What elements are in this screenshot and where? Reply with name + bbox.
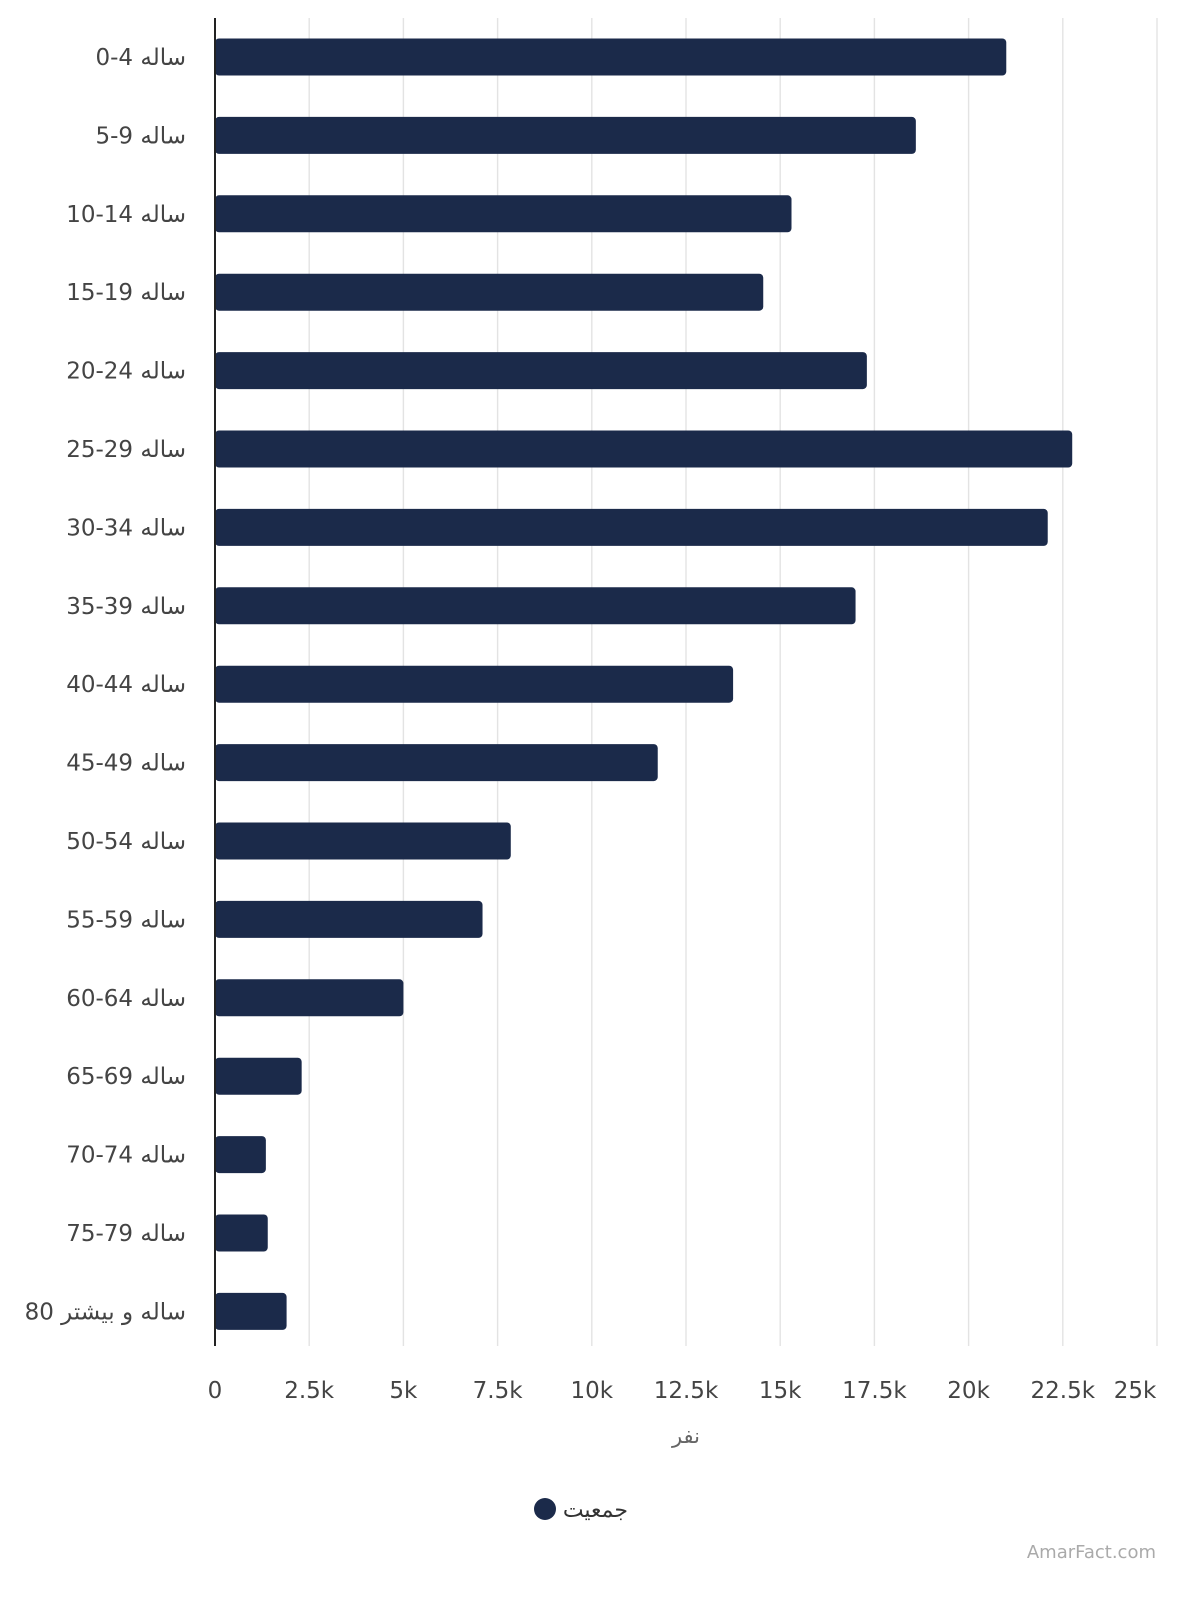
category-label: 5-9 ساله: [95, 123, 186, 149]
category-label: 65-69 ساله: [66, 1064, 186, 1090]
x-tick-label: 7.5k: [473, 1378, 524, 1404]
legend-marker: [534, 1498, 556, 1520]
bar[interactable]: [215, 665, 734, 703]
x-tick-label: 12.5k: [654, 1378, 719, 1404]
bar[interactable]: [215, 508, 1048, 546]
category-label: 60-64 ساله: [66, 986, 186, 1012]
watermark: AmarFact.com: [1027, 1542, 1156, 1563]
x-tick-label: 20k: [947, 1378, 990, 1404]
category-label: 10-14 ساله: [66, 202, 186, 228]
category-label: 30-34 ساله: [66, 515, 186, 541]
category-label: 70-74 ساله: [66, 1143, 186, 1169]
x-tick-label: 25k: [1114, 1378, 1157, 1404]
bar[interactable]: [215, 979, 404, 1017]
x-tick-label: 22.5k: [1031, 1378, 1096, 1404]
bar[interactable]: [215, 900, 483, 938]
category-label: 35-39 ساله: [66, 594, 186, 620]
bar[interactable]: [215, 1136, 266, 1174]
bar[interactable]: [215, 430, 1073, 468]
bars: [215, 38, 1073, 1330]
x-tick-label: 0: [208, 1378, 223, 1404]
bar[interactable]: [215, 116, 916, 154]
category-label: 20-24 ساله: [66, 359, 186, 385]
bar[interactable]: [215, 273, 764, 311]
x-tick-label: 2.5k: [284, 1378, 335, 1404]
bar[interactable]: [215, 1292, 287, 1330]
bar[interactable]: [215, 1214, 268, 1252]
x-tick-label: 15k: [759, 1378, 802, 1404]
category-labels: 0-4 ساله 5-9 ساله 10-14 ساله 15-19 ساله 20-2…: [25, 45, 186, 1325]
category-label: 55-59 ساله: [66, 907, 186, 933]
category-label: 75-79 ساله: [66, 1221, 186, 1247]
legend[interactable]: جمعیت: [534, 1498, 628, 1523]
bar[interactable]: [215, 587, 856, 625]
bar[interactable]: [215, 352, 867, 390]
category-label: 50-54 ساله: [66, 829, 186, 855]
bar[interactable]: [215, 744, 658, 782]
x-tick-label: 17.5k: [842, 1378, 907, 1404]
category-label: 80 ساله و بیشتر: [25, 1299, 186, 1325]
bar[interactable]: [215, 195, 792, 233]
category-label: 40-44 ساله: [66, 672, 186, 698]
bar[interactable]: [215, 38, 1007, 76]
x-tick-label: 5k: [389, 1378, 418, 1404]
x-tick-label: 10k: [571, 1378, 614, 1404]
category-label: 0-4 ساله: [95, 45, 186, 71]
bar[interactable]: [215, 1057, 302, 1095]
legend-label: جمعیت: [563, 1498, 628, 1523]
category-label: 45-49 ساله: [66, 751, 186, 777]
x-axis-tick-labels: 0 2.5k 5k 7.5k 10k 12.5k 15k 17.5k 20k 22.5k 25k: [208, 1378, 1157, 1404]
category-label: 25-29 ساله: [66, 437, 186, 463]
x-axis-title: نفر: [671, 1424, 700, 1448]
bar[interactable]: [215, 822, 511, 860]
category-label: 15-19 ساله: [66, 280, 186, 306]
